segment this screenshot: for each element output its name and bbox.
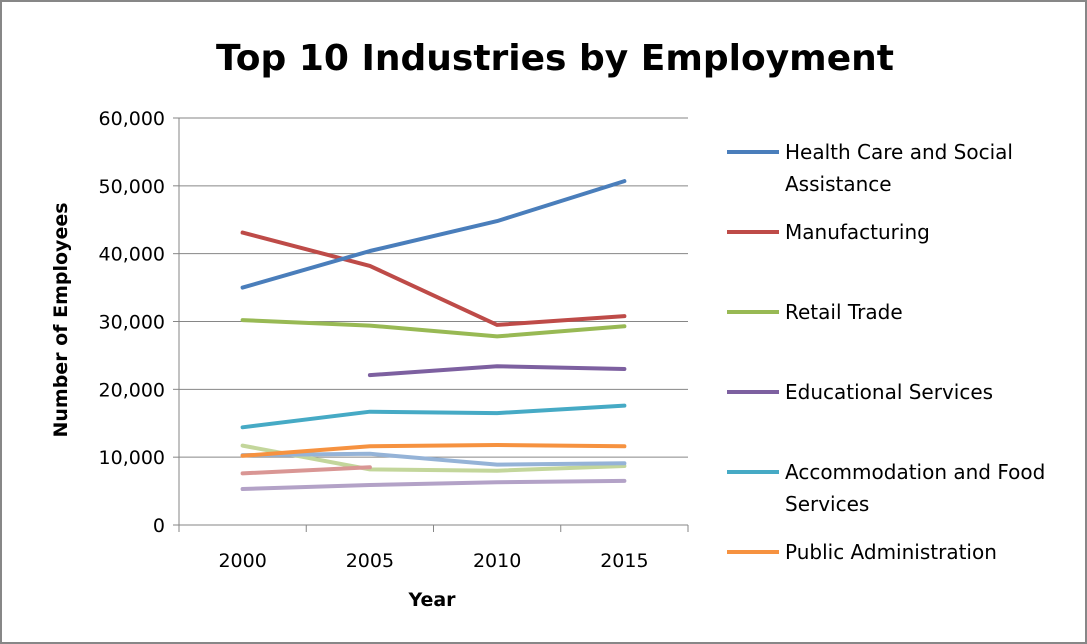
legend-label-line: Health Care and Social xyxy=(785,140,1013,164)
series-line-2 xyxy=(240,318,627,339)
series-line-7 xyxy=(240,465,372,476)
legend-label: Retail Trade xyxy=(785,300,903,324)
legend-label-line: Retail Trade xyxy=(785,300,903,324)
legend-label-line: Services xyxy=(785,492,869,516)
series-line-0 xyxy=(240,179,627,290)
legend-label-line: Public Administration xyxy=(785,540,997,564)
series-line-4 xyxy=(240,403,627,430)
y-axis-title: Number of Employees xyxy=(50,202,72,437)
legend-item: Public Administration xyxy=(727,540,997,564)
legend-item: Health Care and Social Assistance xyxy=(727,140,1013,196)
legend-item: Retail Trade xyxy=(727,300,903,324)
y-tick-label: 0 xyxy=(153,515,165,537)
series-line-8 xyxy=(240,443,627,473)
legend-label: Health Care and Social Assistance xyxy=(785,140,1013,196)
y-axis-tick-labels: 0 10,000 20,000 30,000 40,000 50,000 60,000 xyxy=(99,108,179,537)
y-tick-label: 50,000 xyxy=(99,176,165,198)
x-tick-label: 2015 xyxy=(600,550,648,572)
y-tick-label: 30,000 xyxy=(99,312,165,334)
legend-label-line: Educational Services xyxy=(785,380,993,404)
x-axis-tick-labels: 2000 2005 2010 2015 xyxy=(178,525,689,572)
y-tick-label: 60,000 xyxy=(99,108,165,130)
legend-item: Manufacturing xyxy=(727,220,930,244)
series-line-5 xyxy=(240,443,627,458)
x-tick-label: 2005 xyxy=(346,550,394,572)
legend-label: Educational Services xyxy=(785,380,993,404)
series-line-3 xyxy=(367,364,627,378)
legend-label-line: Assistance xyxy=(785,172,892,196)
chart-title: Top 10 Industries by Employment xyxy=(216,38,894,79)
series-line-6 xyxy=(240,451,627,467)
axes xyxy=(178,118,688,526)
series-line-9 xyxy=(240,478,627,491)
legend-label: Public Administration xyxy=(785,540,997,564)
y-tick-label: 40,000 xyxy=(99,244,165,266)
legend-label-line: Manufacturing xyxy=(785,220,930,244)
y-tick-label: 20,000 xyxy=(99,379,165,401)
x-axis-title: Year xyxy=(407,589,456,611)
y-tick-label: 10,000 xyxy=(99,447,165,469)
legend: Health Care and Social Assistance Manufact… xyxy=(727,140,1045,564)
x-tick-label: 2000 xyxy=(218,550,266,572)
legend-label: Manufacturing xyxy=(785,220,930,244)
series-lines xyxy=(240,179,627,491)
legend-label-line: Accommodation and Food xyxy=(785,460,1045,484)
x-tick-label: 2010 xyxy=(473,550,521,572)
series-line-1 xyxy=(240,230,627,327)
legend-item: Accommodation and Food Services xyxy=(727,460,1045,516)
legend-label: Accommodation and Food Services xyxy=(785,460,1045,516)
legend-item: Educational Services xyxy=(727,380,993,404)
